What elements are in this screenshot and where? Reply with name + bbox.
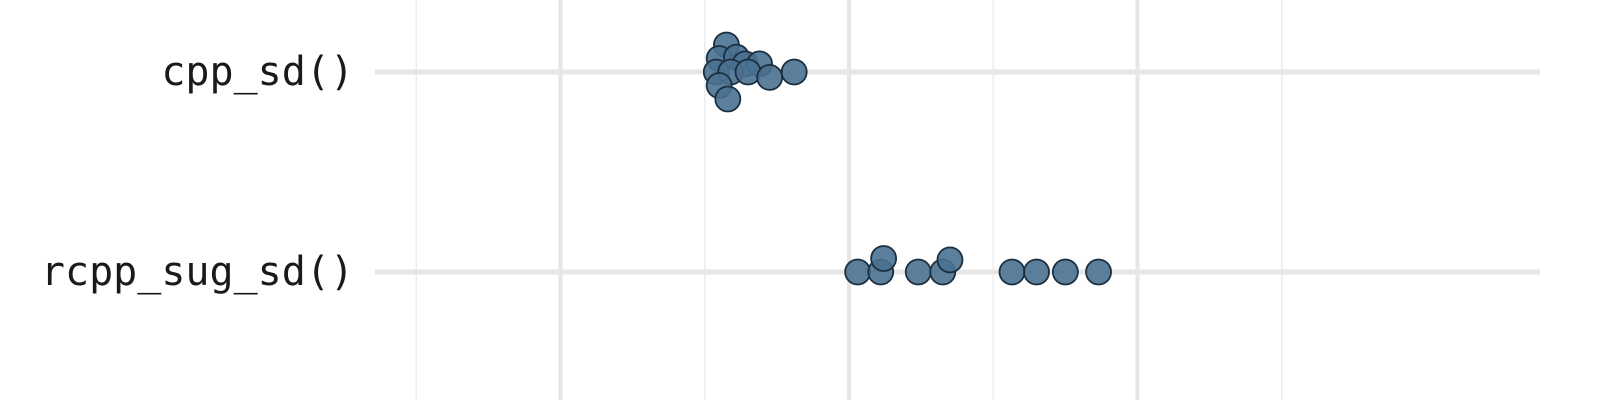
- data-point: [936, 246, 964, 274]
- data-point: [904, 258, 932, 286]
- data-point: [998, 258, 1026, 286]
- data-point: [714, 85, 742, 113]
- data-point: [870, 245, 898, 272]
- category-labels: cpp_sd() rcpp_sug_sd(): [41, 49, 354, 295]
- data-point: [756, 64, 784, 91]
- data-point: [844, 258, 872, 286]
- category-label: rcpp_sug_sd(): [41, 249, 354, 295]
- category-label: cpp_sd(): [161, 49, 354, 95]
- data-point: [1051, 258, 1079, 286]
- grid: [415, 0, 1283, 400]
- data-points: [702, 31, 1112, 286]
- category-rows: [375, 69, 1540, 275]
- data-point: [1023, 258, 1050, 286]
- data-point: [780, 58, 808, 86]
- data-point: [1085, 258, 1112, 286]
